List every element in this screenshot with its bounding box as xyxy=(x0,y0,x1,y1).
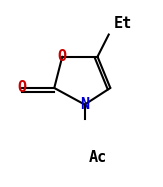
Text: O: O xyxy=(18,80,27,96)
Text: Et: Et xyxy=(114,16,132,31)
Text: N: N xyxy=(80,97,89,112)
Text: O: O xyxy=(58,49,67,64)
Text: Ac: Ac xyxy=(88,151,107,165)
